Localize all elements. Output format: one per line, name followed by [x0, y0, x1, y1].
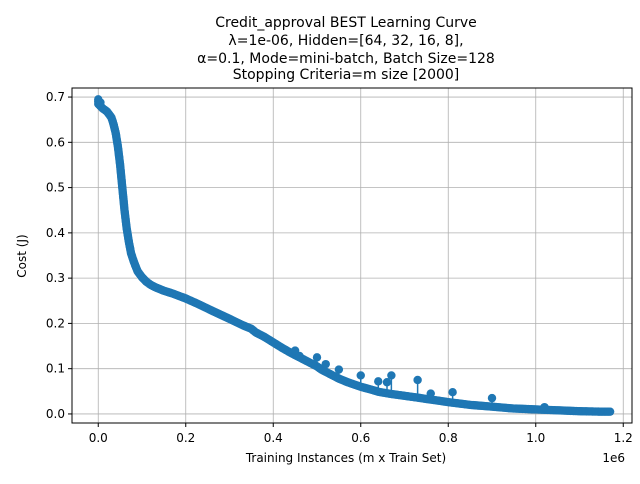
x-axis-label: Training Instances (m x Train Set) [245, 451, 446, 465]
grid-lines [72, 88, 632, 423]
x-tick-label: 1.0 [526, 431, 545, 445]
x-axis-ticks: 0.0 0.2 0.4 0.6 0.8 1.0 1.2 [89, 423, 633, 445]
data-point [605, 407, 615, 416]
y-tick-label: 0.0 [46, 407, 65, 421]
chart-title-line-3: α=0.1, Mode=mini-batch, Batch Size=128 [197, 51, 495, 67]
chart-title-line-4: Stopping Criteria=m size [2000] [233, 67, 460, 83]
plot-frame [71, 87, 633, 424]
outlier-point [356, 371, 365, 380]
x-axis-offset-label: 1e6 [602, 451, 625, 465]
outlier-point [448, 388, 457, 397]
y-tick-label: 0.3 [46, 271, 65, 285]
outlier-point [426, 389, 435, 398]
y-tick-label: 0.4 [46, 226, 65, 240]
outlier-point [540, 402, 549, 412]
y-axis-ticks: 0.0 0.1 0.2 0.3 0.4 0.5 0.6 0.7 [46, 90, 72, 421]
y-tick-label: 0.1 [46, 362, 65, 376]
outlier-point [382, 378, 392, 387]
data-points [94, 95, 615, 416]
outlier-point [321, 359, 330, 369]
chart-title-line-1: Credit_approval BEST Learning Curve [215, 15, 477, 31]
outlier-point [334, 365, 344, 374]
chart-title: Credit_approval BEST Learning Curve λ=1e… [197, 15, 495, 83]
outlier-point [374, 377, 383, 386]
x-tick-label: 0.8 [439, 431, 458, 445]
outlier-point [413, 375, 422, 385]
y-tick-label: 0.7 [46, 90, 65, 104]
y-tick-label: 0.6 [46, 135, 65, 149]
x-tick-label: 0.2 [176, 431, 195, 445]
x-tick-label: 0.0 [89, 431, 108, 445]
x-tick-label: 0.4 [264, 431, 283, 445]
y-tick-label: 0.2 [46, 316, 65, 330]
outlier-point [295, 351, 304, 361]
y-tick-label: 0.5 [46, 181, 65, 195]
x-tick-label: 0.6 [351, 431, 370, 445]
outlier-point [387, 371, 396, 380]
outlier-point [312, 353, 322, 362]
chart-title-line-2: λ=1e-06, Hidden=[64, 32, 16, 8], [228, 33, 463, 49]
y-axis-label: Cost (J) [15, 234, 29, 277]
x-tick-label: 1.2 [614, 431, 633, 445]
outlier-point [96, 98, 105, 107]
outlier-point [487, 393, 497, 403]
